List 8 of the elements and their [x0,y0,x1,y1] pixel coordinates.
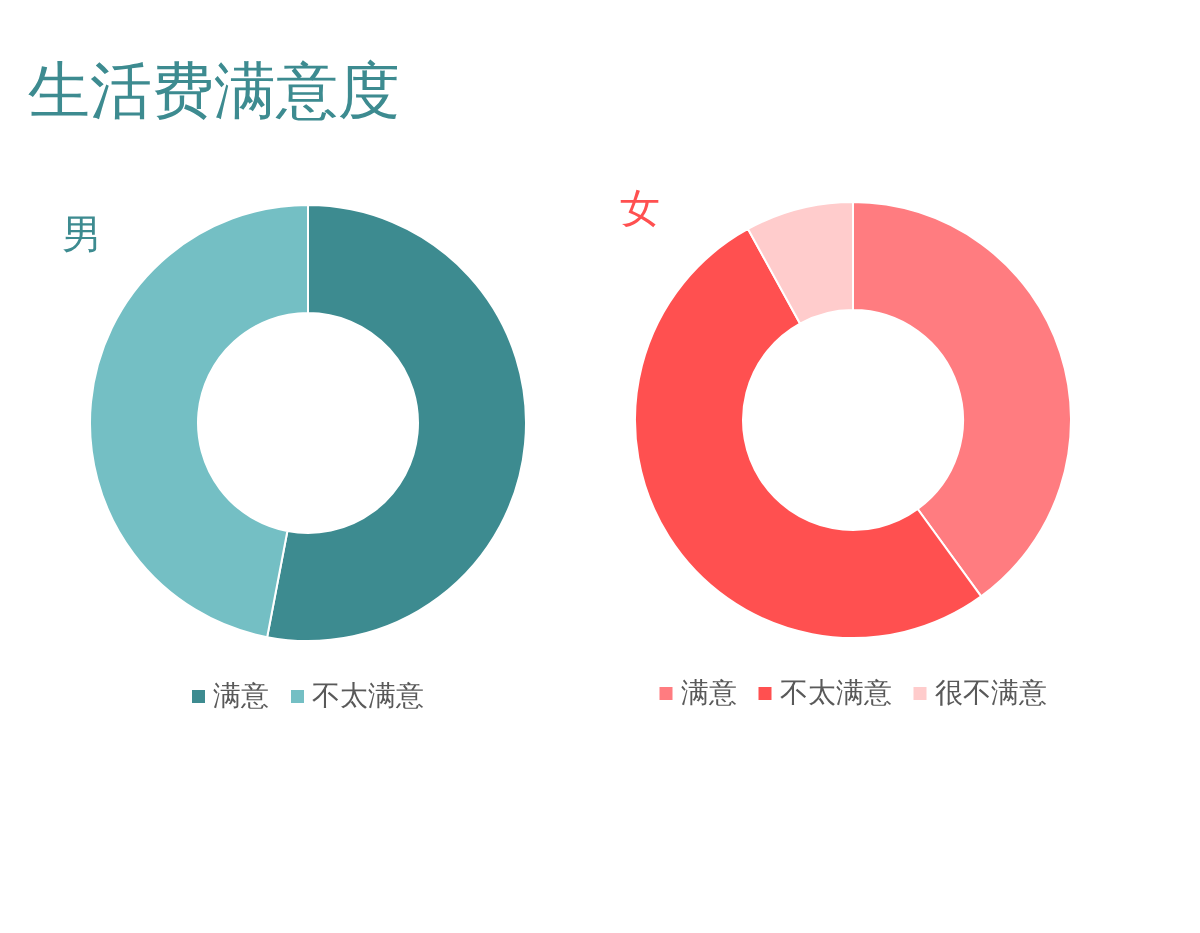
chart-subtitle: 男 [62,211,102,257]
legend-label: 不太满意 [312,679,424,712]
chart-title: 女 [620,185,660,231]
legend-label: 满意 [680,676,737,709]
chart-title: 生活费满意度 [28,54,400,127]
legend-label: 很不满意 [934,676,1047,709]
legend-label: 满意 [213,679,269,712]
legend-label: 不太满意 [779,676,892,709]
